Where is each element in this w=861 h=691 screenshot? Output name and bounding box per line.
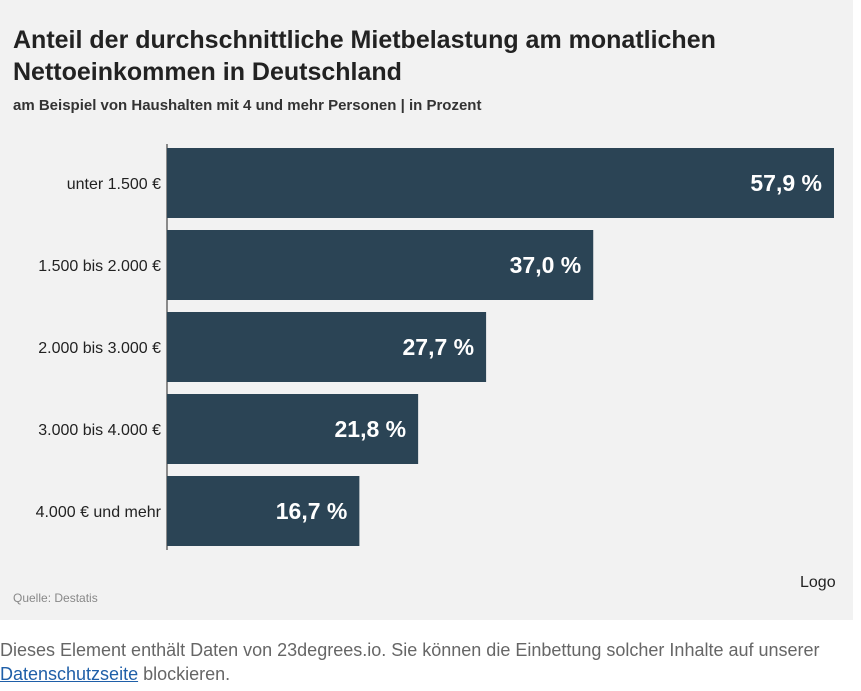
bar-chart: unter 1.500 € 57,9 % 1.500 bis 2.000 € 37,0…	[36, 144, 834, 550]
bar-0	[167, 148, 834, 218]
value-label-3: 21,8 %	[335, 416, 407, 442]
value-label-1: 37,0 %	[510, 252, 582, 278]
value-label-2: 27,7 %	[402, 334, 474, 360]
notice-text-end: blockieren.	[138, 664, 231, 684]
embed-notice: Dieses Element enthält Daten von 23degre…	[0, 638, 858, 686]
category-label-4: 4.000 € und mehr	[36, 504, 162, 521]
notice-text-start: Dieses Element enthält Daten von 23degre…	[0, 640, 820, 660]
value-label-0: 57,9 %	[750, 170, 822, 196]
bar-2	[167, 312, 487, 382]
bar-4	[167, 476, 360, 546]
privacy-link[interactable]: Datenschutzseite	[0, 664, 139, 684]
source-note: Quelle: Destatis	[13, 591, 98, 605]
category-label-3: 3.000 bis 4.000 €	[38, 422, 161, 439]
logo: Logo	[800, 574, 836, 591]
chart-title: Anteil der durchschnittliche Mietbelastu…	[13, 26, 716, 86]
bar-1	[167, 230, 594, 300]
chart-subtitle: am Beispiel von Haushalten mit 4 und meh…	[13, 97, 482, 114]
category-label-2: 2.000 bis 3.000 €	[38, 340, 161, 357]
value-label-4: 16,7 %	[276, 498, 348, 524]
bar-3	[167, 394, 419, 464]
category-label-0: unter 1.500 €	[67, 176, 161, 193]
category-label-1: 1.500 bis 2.000 €	[38, 258, 161, 275]
chart-card: Anteil der durchschnittliche Mietbelastu…	[0, 0, 853, 620]
